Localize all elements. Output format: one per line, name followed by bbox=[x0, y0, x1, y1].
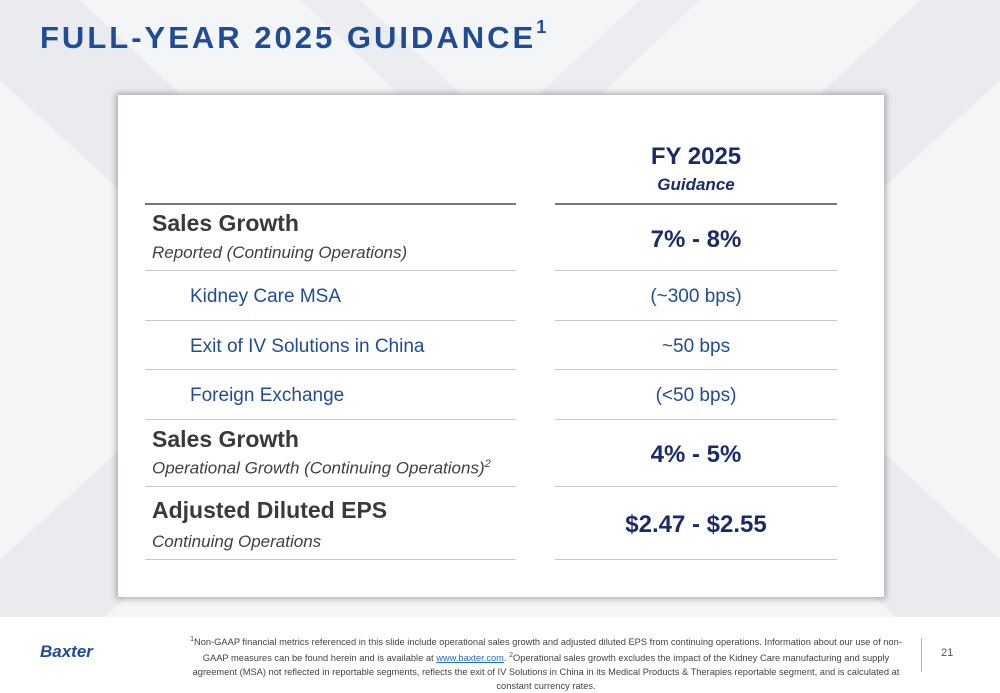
row-rule-right bbox=[555, 270, 837, 271]
footnote-part-1: Non-GAAP financial metrics referenced in… bbox=[194, 637, 902, 664]
operational-footnote-mark: 2 bbox=[484, 458, 491, 470]
page-number: 21 bbox=[941, 647, 954, 659]
row-rule-left bbox=[145, 320, 516, 321]
baxter-logo: Baxter bbox=[40, 642, 93, 661]
row-label-kidney-care: Kidney Care MSA bbox=[190, 286, 342, 307]
row-rule-right bbox=[555, 486, 837, 487]
header-rule-right bbox=[555, 203, 837, 205]
slide-title: FULL-YEAR 2025 GUIDANCE1 bbox=[40, 16, 547, 56]
row-label-adjusted-eps: Adjusted Diluted EPS bbox=[152, 497, 388, 523]
slide-title-text: FULL-YEAR 2025 GUIDANCE bbox=[40, 20, 537, 55]
row-value-sales-growth-reported: 7% - 8% bbox=[650, 226, 742, 253]
footnote-part-2: . bbox=[503, 653, 510, 664]
header-rule-left bbox=[145, 203, 516, 205]
row-rule-right bbox=[555, 369, 837, 370]
row-rule-left bbox=[145, 559, 516, 560]
row-rule-left bbox=[145, 486, 516, 487]
row-label-foreign-exchange: Foreign Exchange bbox=[190, 385, 345, 406]
footnote-mark-2: 2 bbox=[509, 652, 513, 660]
baxter-website-link[interactable]: www.baxter.com bbox=[436, 653, 504, 664]
row-rule-left bbox=[145, 270, 516, 271]
guidance-table-card: FY 2025 Guidance Sales Growth Reported (… bbox=[118, 95, 884, 597]
footer-divider bbox=[921, 638, 922, 672]
row-rule-right bbox=[555, 559, 837, 560]
row-value-iv-solutions: ~50 bps bbox=[661, 336, 731, 357]
row-label-sales-growth-operational: Sales Growth bbox=[152, 426, 299, 452]
row-sublabel-reported: Reported (Continuing Operations) bbox=[152, 243, 408, 262]
row-sublabel-continuing: Continuing Operations bbox=[152, 532, 322, 551]
row-rule-left bbox=[145, 369, 516, 370]
footnote-mark-1: 1 bbox=[190, 636, 195, 643]
row-rule-right bbox=[555, 320, 837, 321]
row-value-foreign-exchange: (<50 bps) bbox=[655, 385, 737, 406]
row-label-sales-growth-reported: Sales Growth bbox=[152, 210, 299, 236]
row-sublabel-operational-text: Operational Growth (Continuing Operation… bbox=[152, 458, 485, 478]
title-footnote-mark: 1 bbox=[536, 16, 547, 37]
row-value-adjusted-eps: $2.47 - $2.55 bbox=[625, 511, 767, 538]
footnote-text: 1Non-GAAP financial metrics referenced i… bbox=[190, 633, 902, 693]
row-rule-left bbox=[145, 419, 516, 420]
row-rule-right bbox=[555, 419, 837, 420]
row-value-sales-growth-operational: 4% - 5% bbox=[650, 441, 742, 468]
row-label-iv-solutions: Exit of IV Solutions in China bbox=[190, 336, 425, 357]
column-subheader: Guidance bbox=[657, 175, 735, 194]
row-value-kidney-care: (~300 bps) bbox=[650, 286, 742, 307]
footer-band bbox=[0, 617, 1000, 685]
row-sublabel-operational: Operational Growth (Continuing Operation… bbox=[152, 458, 491, 479]
column-header: FY 2025 bbox=[650, 143, 742, 170]
